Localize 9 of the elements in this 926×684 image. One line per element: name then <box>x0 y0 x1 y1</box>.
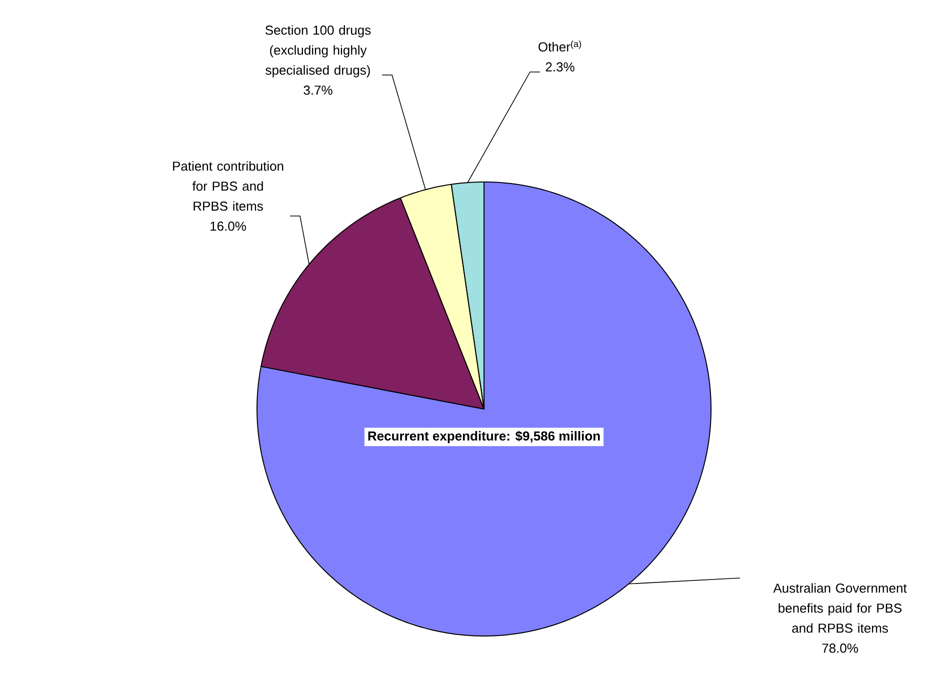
slice-label: Patient contribution for PBS and RPBS items <box>173 161 284 211</box>
text: Recurrent expenditure: $9,586 million <box>368 430 600 444</box>
slice-label: Section 100 drugs (excluding highly specialised drugs) <box>265 25 371 78</box>
data-label: 78.0% <box>822 644 858 653</box>
data-label: 3.7% <box>304 86 332 95</box>
slice-label: Other$^{(a)}$ <box>538 40 582 52</box>
data-label: 16.0% <box>210 222 246 231</box>
slice-label: Australian Government benefits paid for PBS and RPBS items <box>773 583 907 633</box>
data-label: 2.3% <box>546 62 574 72</box>
